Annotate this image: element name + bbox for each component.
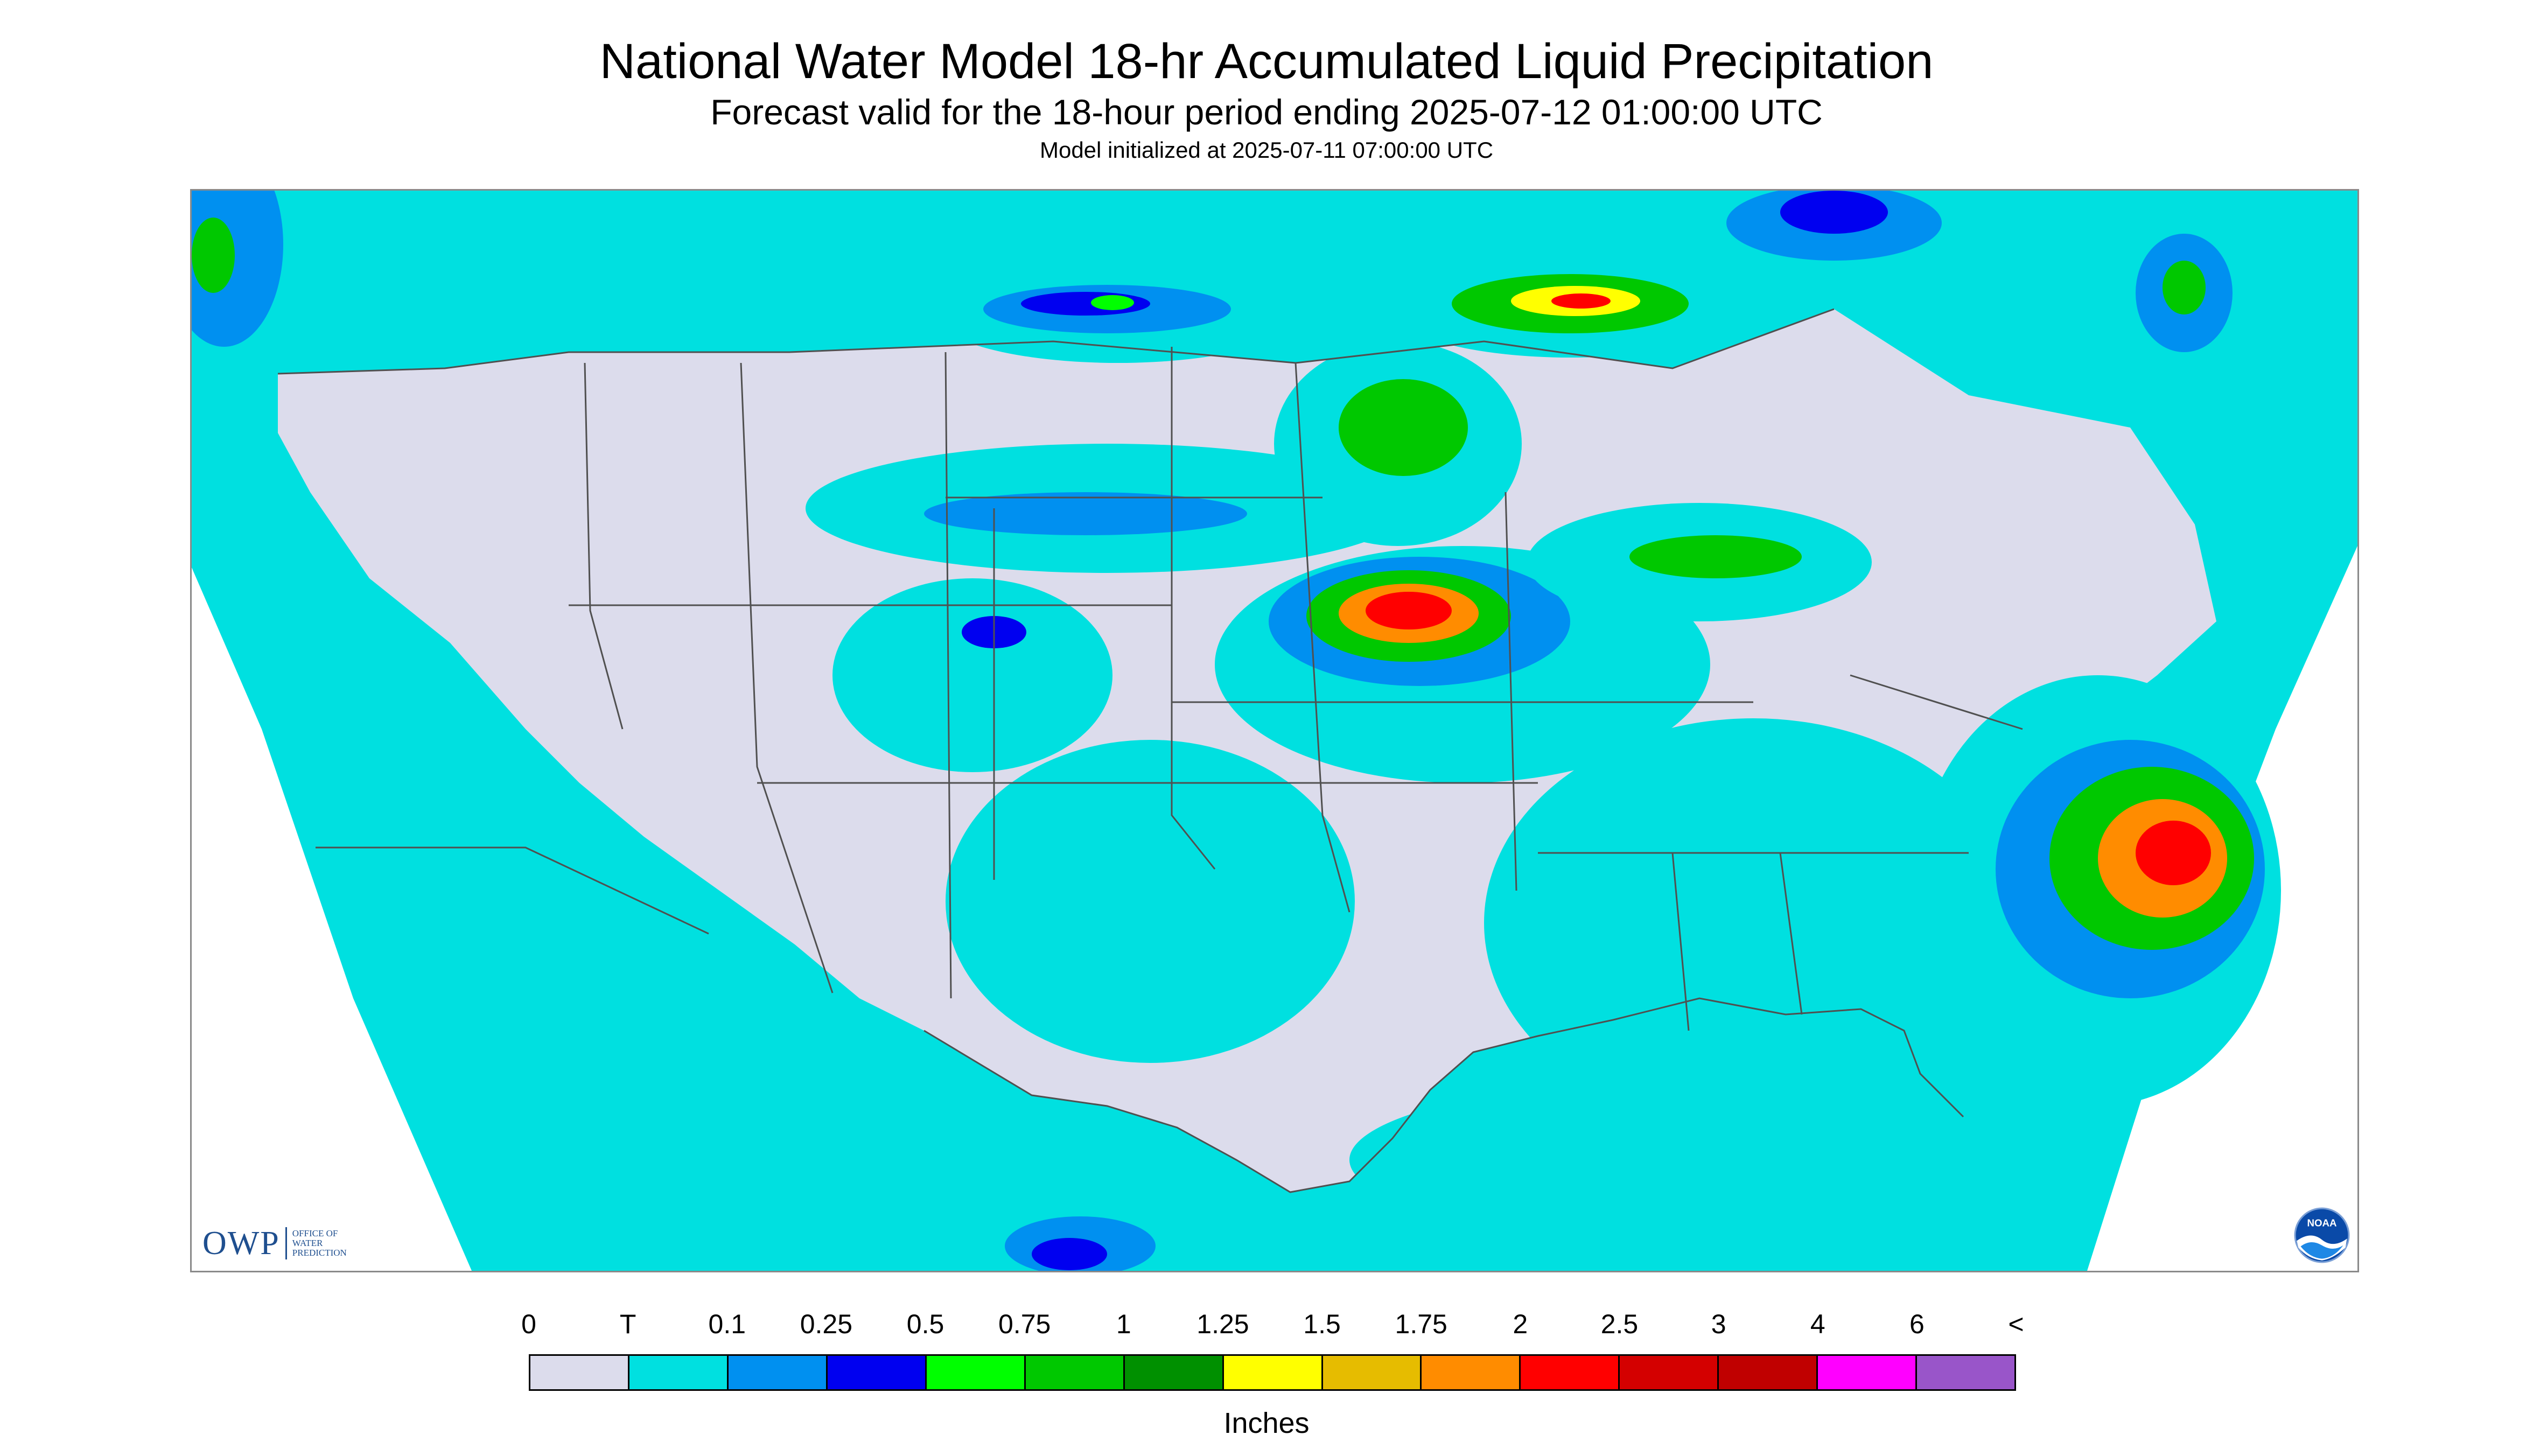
precipitation-map: OWP OFFICE OF WATER PREDICTION NOAA [190, 189, 2359, 1272]
state-line [1850, 674, 2023, 730]
coastline-gulf [923, 997, 1964, 1193]
legend-units: Inches [1223, 1407, 1310, 1439]
legend-label: 2.5 [1600, 1309, 1639, 1339]
legend-swatch [728, 1356, 828, 1389]
precip-cell-colorado [832, 578, 1112, 772]
precipitation-legend [529, 1354, 2016, 1391]
legend-label: 0.75 [998, 1309, 1051, 1339]
legend-labels: 0 T 0.1 0.25 0.5 0.75 1 1.25 1.5 1.75 2 2.5 3 4 6 < [0, 1308, 2533, 1346]
legend-swatch [1818, 1356, 1918, 1389]
owp-logo-word: OFFICE OF [292, 1228, 338, 1238]
precip-cell-iowa [1366, 592, 1452, 629]
legend-label: 1.5 [1303, 1309, 1341, 1339]
legend-swatch [1917, 1356, 2015, 1389]
legend-label: 0.25 [800, 1309, 853, 1339]
legend-swatch [1124, 1356, 1224, 1389]
legend-swatch [629, 1356, 729, 1389]
noaa-logo: NOAA [2294, 1207, 2350, 1263]
owp-logo-word: PREDICTION [292, 1248, 347, 1258]
precip-cell-north-plains [1091, 295, 1134, 310]
owp-logo-divider [285, 1227, 287, 1259]
precip-cell-quebec [2163, 261, 2206, 314]
legend-swatch [530, 1356, 629, 1389]
state-line [584, 362, 624, 730]
legend-swatch [1025, 1356, 1125, 1389]
owp-logo-letters: OWP [202, 1224, 280, 1262]
legend-label: 0.1 [708, 1309, 746, 1339]
noaa-logo-text: NOAA [2307, 1217, 2337, 1228]
us-canada-border [277, 308, 1835, 375]
legend-swatch [1223, 1356, 1323, 1389]
precip-cell-pacific-nw [192, 218, 235, 293]
legend-label: 3 [1711, 1309, 1726, 1339]
legend-label: 4 [1810, 1309, 1825, 1339]
legend-swatch [1422, 1356, 1521, 1389]
precip-cell-lake-superior [1551, 293, 1611, 309]
state-line [1295, 362, 1351, 913]
legend-label: 0 [521, 1309, 536, 1339]
legend-label: 2 [1513, 1309, 1528, 1339]
state-line [1171, 347, 1216, 870]
owp-logo-word: WATER [292, 1238, 323, 1248]
legend-label: 1.75 [1395, 1309, 1447, 1339]
precip-cell-atlantic [2136, 821, 2211, 885]
map-title: National Water Model 18-hr Accumulated L… [599, 34, 1934, 89]
legend-swatch [1719, 1356, 1818, 1389]
state-line [944, 352, 952, 999]
map-subtitle: Forecast valid for the 18-hour period en… [710, 92, 1823, 132]
precip-cell-mexico [1032, 1238, 1107, 1270]
legend-swatch [1323, 1356, 1422, 1389]
legend-label: 6 [1909, 1309, 1925, 1339]
precip-cell-michigan [1629, 535, 1802, 578]
state-line [740, 362, 834, 993]
state-line [1779, 852, 1803, 1015]
precip-cell-southern-plains [946, 740, 1355, 1063]
state-line [316, 846, 709, 935]
precip-cell-florida [1818, 977, 2012, 1235]
precipitation-map-canvas [192, 191, 2357, 1271]
legend-swatch [1521, 1356, 1620, 1389]
state-boundaries [277, 308, 2023, 1193]
owp-logo: OWP OFFICE OF WATER PREDICTION [202, 1223, 347, 1263]
legend-swatch [926, 1356, 1026, 1389]
legend-label: 0.5 [906, 1309, 944, 1339]
precip-cell-minnesota [1339, 379, 1468, 476]
legend-label: 1.25 [1196, 1309, 1249, 1339]
legend-label: 1 [1116, 1309, 1131, 1339]
precip-cell-ontario [1780, 191, 1888, 234]
legend-swatch [1620, 1356, 1719, 1389]
legend-label: T [619, 1309, 636, 1339]
legend-swatch [827, 1356, 927, 1389]
owp-logo-words: OFFICE OF WATER PREDICTION [292, 1229, 347, 1258]
legend-label: < [2008, 1309, 2024, 1339]
model-init-text: Model initialized at 2025-07-11 07:00:00… [1039, 137, 1494, 163]
precip-cell-upper-midwest [924, 492, 1247, 535]
state-line [1505, 492, 1517, 891]
precipitation-overlay [192, 191, 2281, 1271]
